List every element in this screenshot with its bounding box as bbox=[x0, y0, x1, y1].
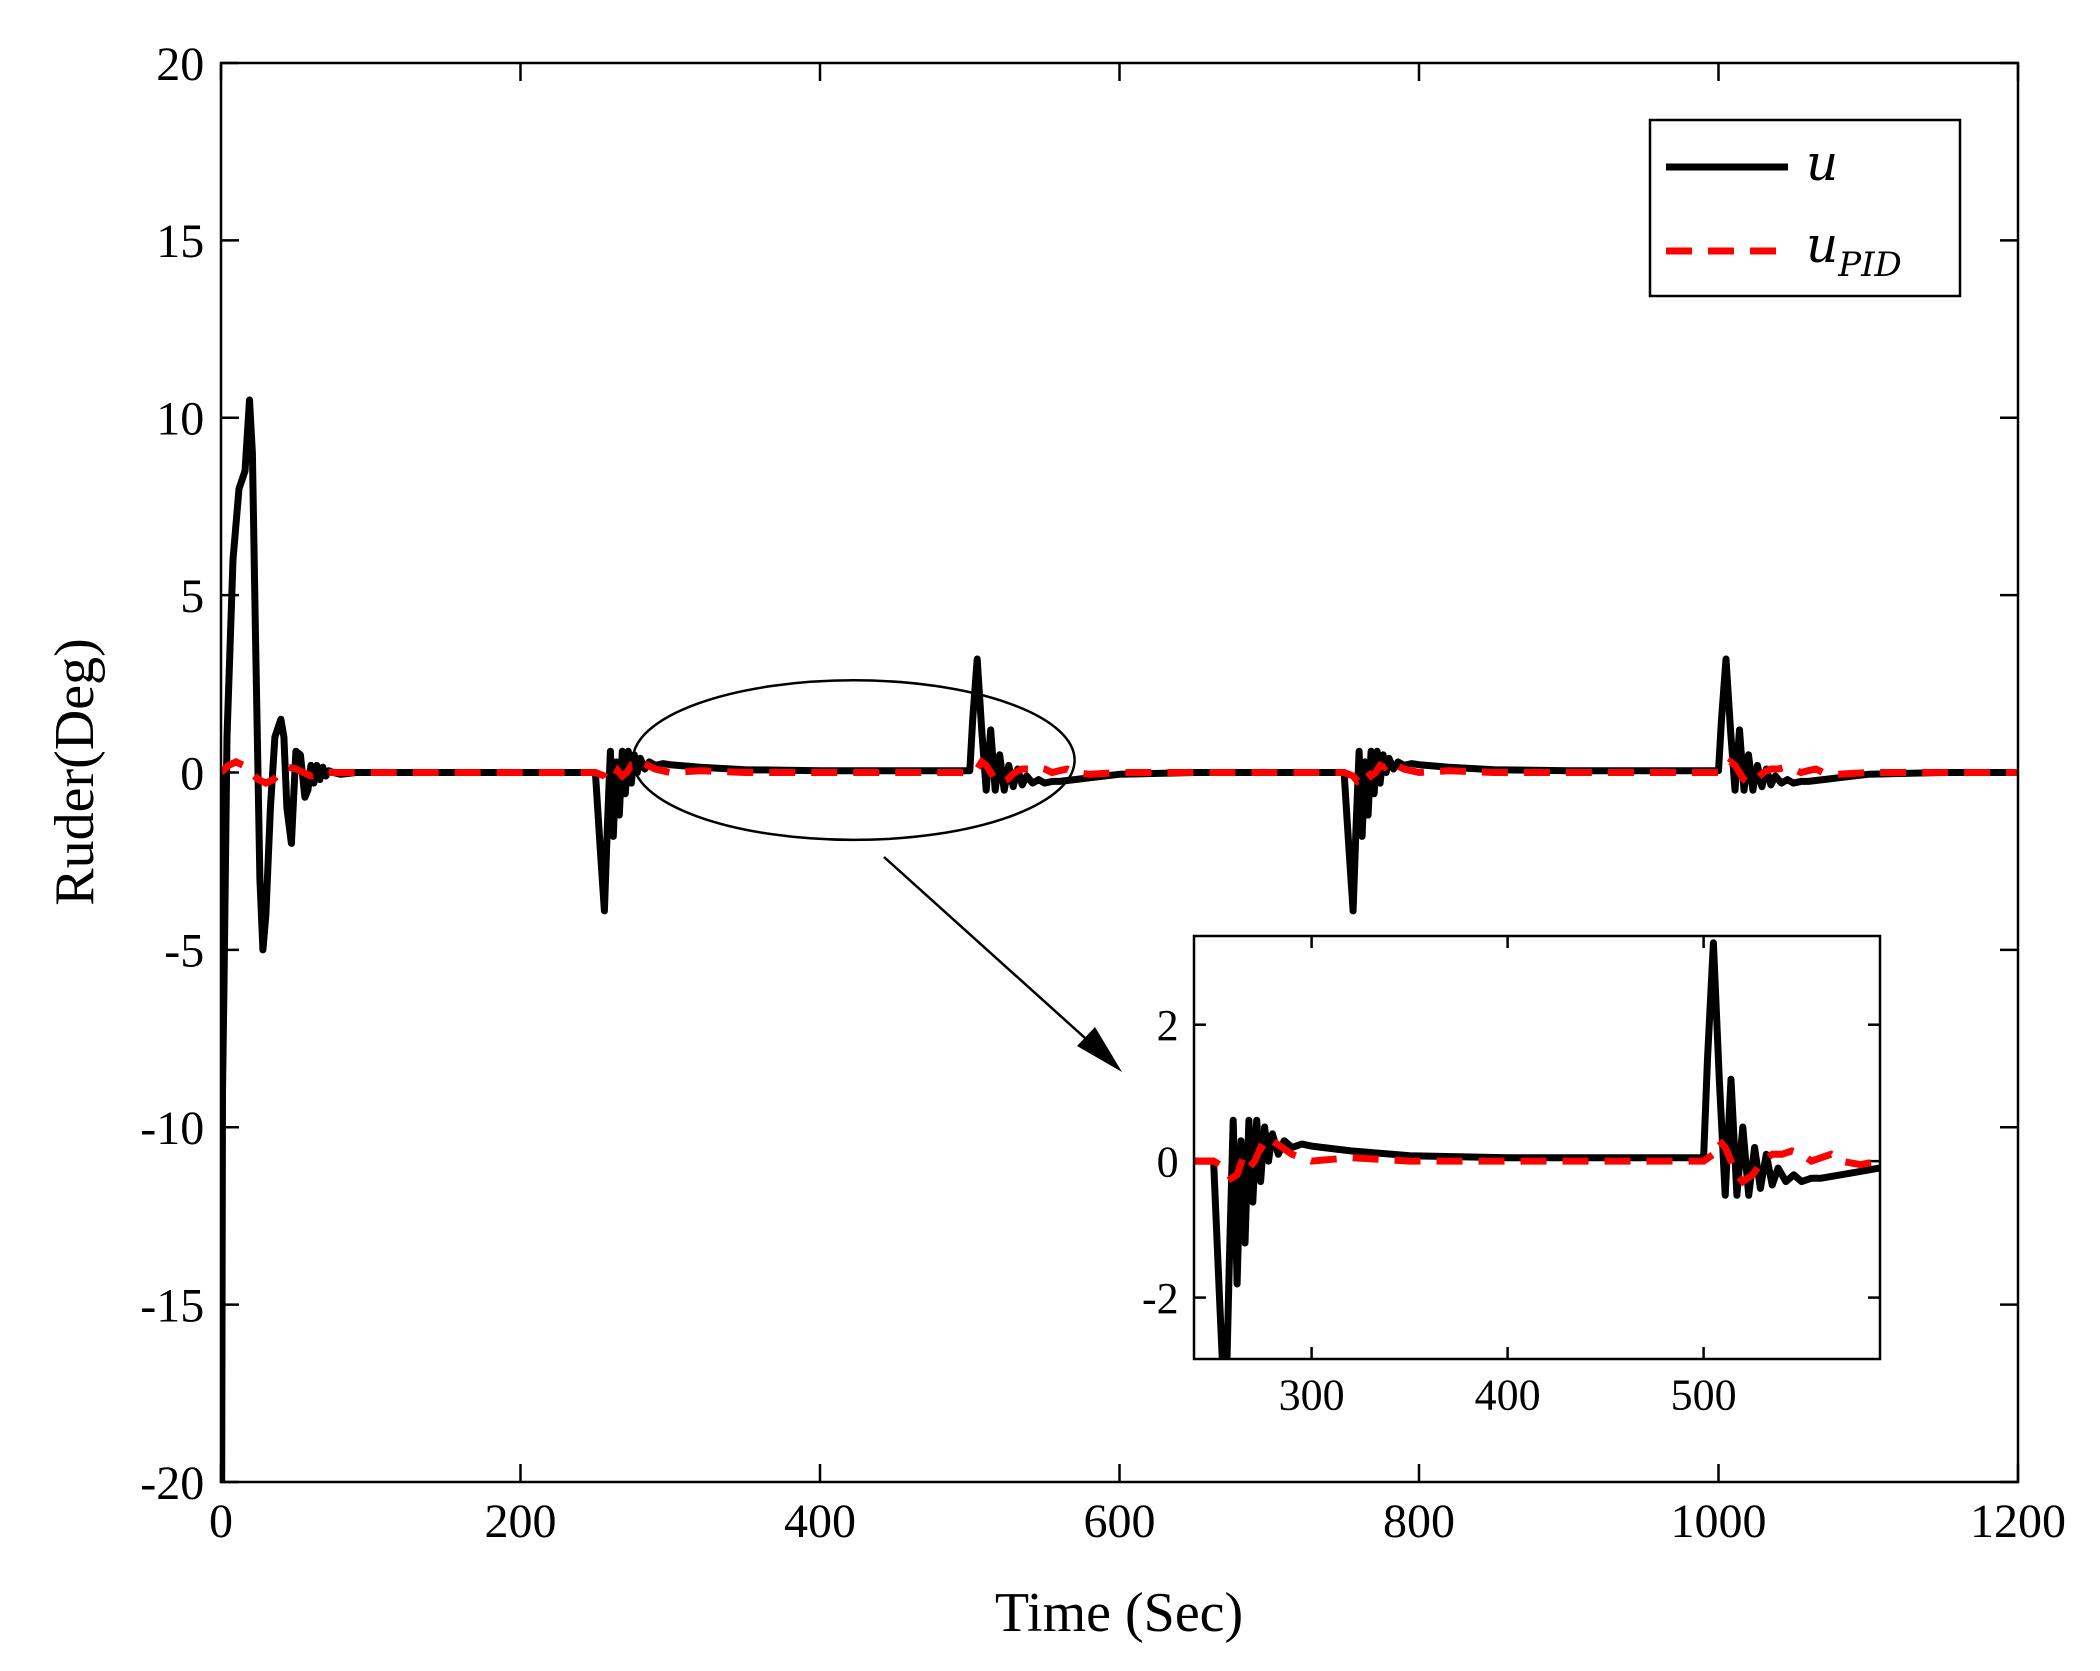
main-plot: 0 200 400 600 800 1000 1200-20-15-10-505101520… bbox=[44, 38, 2066, 1644]
main-y-tick-label: 5 bbox=[180, 570, 204, 623]
inset-series-u-line bbox=[1194, 939, 1880, 1359]
main-y-tick-label: -15 bbox=[140, 1279, 204, 1332]
main-plot-frame bbox=[219, 61, 2020, 1484]
legend-label-u: u bbox=[1806, 134, 1838, 192]
main-x-tick-label: 600 bbox=[1084, 1495, 1156, 1548]
inset-x-tick-label: 400 bbox=[1475, 1371, 1541, 1420]
main-x-tick-label: 400 bbox=[784, 1495, 856, 1548]
inset-y-tick-label: -2 bbox=[1142, 1274, 1179, 1323]
main-y-tick-label: -5 bbox=[164, 925, 204, 978]
y-axis-title: Ruder(Deg) bbox=[44, 638, 106, 905]
legend-label-u-pid: uPID bbox=[1806, 216, 1902, 285]
legend-label-u-name: u bbox=[1806, 134, 1838, 192]
series-u-pid-line bbox=[221, 756, 2018, 788]
inset-tick-labels: 300 400 500 -2 0 2 bbox=[1142, 1001, 1737, 1420]
inset-y-tick-label: 0 bbox=[1157, 1138, 1179, 1187]
inset-x-tick-label: 500 bbox=[1671, 1371, 1737, 1420]
main-x-tick-label: 1000 bbox=[1671, 1495, 1767, 1548]
legend-label-u-pid-subscript: PID bbox=[1837, 245, 1902, 285]
series-u-line bbox=[221, 396, 2018, 1482]
main-y-tick-label: 10 bbox=[156, 393, 204, 446]
inset-plot: 300 400 500 -2 0 2 bbox=[1142, 934, 1882, 1420]
main-x-tick-label: 0 bbox=[209, 1495, 233, 1548]
zoom-ellipse bbox=[631, 679, 1076, 842]
main-y-tick-label: 15 bbox=[156, 215, 204, 268]
inset-x-tick-label: 300 bbox=[1279, 1371, 1345, 1420]
main-y-tick-label: 20 bbox=[156, 38, 204, 91]
inset-y-tick-label: 2 bbox=[1157, 1001, 1179, 1050]
main-x-tick-label: 1200 bbox=[1970, 1495, 2066, 1548]
legend-label-u-pid-name: u bbox=[1806, 216, 1838, 274]
legend-box bbox=[1648, 118, 1962, 298]
x-axis-title: Time (Sec) bbox=[995, 1582, 1243, 1644]
main-y-tick-label: -10 bbox=[140, 1102, 204, 1155]
zoom-arrow-line bbox=[883, 856, 1106, 1057]
main-y-tick-label: -20 bbox=[140, 1457, 204, 1510]
main-y-tick-label: 0 bbox=[180, 747, 204, 800]
inset-plot-frame bbox=[1192, 934, 1882, 1361]
zoom-arrow-head bbox=[1077, 1027, 1122, 1072]
legend: u uPID bbox=[1648, 118, 1962, 298]
inset-series-u-pid-line bbox=[1194, 1134, 1880, 1187]
main-x-tick-label: 800 bbox=[1383, 1495, 1455, 1548]
main-x-tick-label: 200 bbox=[485, 1495, 557, 1548]
